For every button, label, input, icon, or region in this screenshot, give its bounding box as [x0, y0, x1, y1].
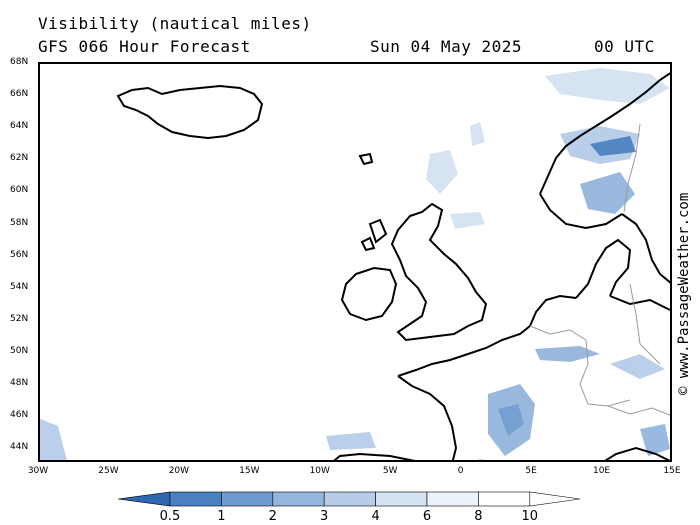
lat-label-60N: 60N: [10, 185, 29, 196]
border-spain-france: [476, 459, 488, 460]
colorbar-label: 2: [268, 509, 277, 524]
fog-patch-italy: [640, 424, 670, 456]
faroe-islands: [358, 152, 374, 166]
colorbar-label: 10: [521, 509, 539, 524]
colorbar-segment: [272, 491, 325, 507]
france-coast: [397, 325, 531, 460]
lat-label-44N: 44N: [10, 442, 29, 453]
norway-coast: [539, 72, 670, 230]
lat-label-64N: 64N: [10, 121, 29, 132]
lat-label-66N: 66N: [10, 89, 29, 100]
lat-label-54N: 54N: [10, 281, 29, 292]
mediterranean-coast: [604, 446, 670, 460]
lon-label-5W: 5W: [382, 466, 398, 476]
lon-label-15E: 15E: [663, 466, 681, 476]
lon-label-5E: 5E: [525, 466, 537, 476]
fog-patch-faroe: [426, 150, 458, 194]
map-canvas: [40, 68, 670, 460]
lon-label-20W: 20W: [168, 466, 190, 476]
lat-label-56N: 56N: [10, 249, 29, 260]
lon-label-30W: 30W: [27, 466, 49, 476]
border-france-germany: [579, 339, 589, 405]
colorbar-label: 0.5: [159, 509, 181, 524]
forecast-model: GFS 066 Hour Forecast: [38, 37, 251, 56]
lat-label-68N: 68N: [10, 57, 29, 67]
baltic-coast: [609, 295, 670, 311]
forecast-date: Sun 04 May 2025: [370, 37, 522, 56]
lon-label-25W: 25W: [98, 466, 119, 476]
visibility-colorbar: [118, 491, 580, 507]
great-britain-coast: [390, 202, 488, 342]
colorbar-label: 6: [422, 509, 432, 524]
fog-patch-scandinavia-dark: [590, 136, 636, 156]
colorbar-arrow-high: [529, 491, 580, 507]
fog-patch-norway-north: [545, 68, 670, 104]
fog-patch-germany: [610, 354, 665, 379]
borders: [476, 123, 670, 460]
lat-label-48N: 48N: [10, 378, 29, 388]
fog-patch-france-core: [498, 404, 524, 436]
colorbar-label: 3: [320, 509, 329, 524]
lon-label-10W: 10W: [309, 466, 330, 476]
border-france-switzerland: [587, 399, 631, 407]
denmark-coast: [575, 238, 632, 299]
iceland-coast: [116, 84, 264, 140]
visibility-shading: [40, 68, 670, 460]
lat-label-46N: 46N: [10, 410, 29, 421]
lat-label-62N: 62N: [10, 153, 29, 164]
fog-patch-biscay: [326, 432, 376, 450]
colorbar-segment: [375, 491, 428, 507]
border-alps: [607, 405, 670, 416]
colorbar-label: 4: [371, 509, 380, 524]
fog-patch-alps: [535, 346, 600, 362]
colorbar-segment: [323, 491, 376, 507]
copyright-credit: © www.PassageWeather.com: [676, 192, 692, 395]
lat-label-50N: 50N: [10, 345, 29, 356]
lon-label-15W: 15W: [239, 466, 260, 476]
sweden-coast: [621, 213, 670, 284]
lat-label-52N: 52N: [10, 313, 29, 324]
iberia-north-coast: [333, 452, 416, 460]
colorbar-segment: [426, 491, 479, 507]
lon-label-10E: 10E: [592, 466, 611, 476]
colorbar-label: 8: [474, 509, 483, 524]
border-germany-poland: [629, 283, 661, 365]
map-title: Visibility (nautical miles): [38, 14, 312, 33]
low-countries-coast: [529, 294, 577, 327]
colorbar-segment: [221, 491, 274, 507]
colorbar-arrow-low: [118, 491, 171, 507]
colorbar-label: 1: [217, 509, 226, 524]
fog-patch-norway-inland: [580, 172, 635, 214]
border-france-belgium: [529, 325, 587, 341]
colorbar-segment: [478, 491, 531, 507]
visibility-map: [38, 62, 672, 462]
fog-patch-rockall: [470, 122, 485, 146]
fog-patch-atlantic-sw: [40, 419, 67, 460]
forecast-time: 00 UTC: [594, 37, 655, 56]
lon-label-0: 0: [457, 466, 464, 476]
lat-label-58N: 58N: [10, 217, 29, 228]
border-norway-sweden: [623, 123, 641, 213]
colorbar-segment: [169, 491, 222, 507]
fog-patch-north-sea: [450, 212, 485, 229]
scotland-isles: [360, 218, 388, 252]
ireland-coast: [340, 266, 398, 322]
coastlines: [116, 72, 670, 460]
